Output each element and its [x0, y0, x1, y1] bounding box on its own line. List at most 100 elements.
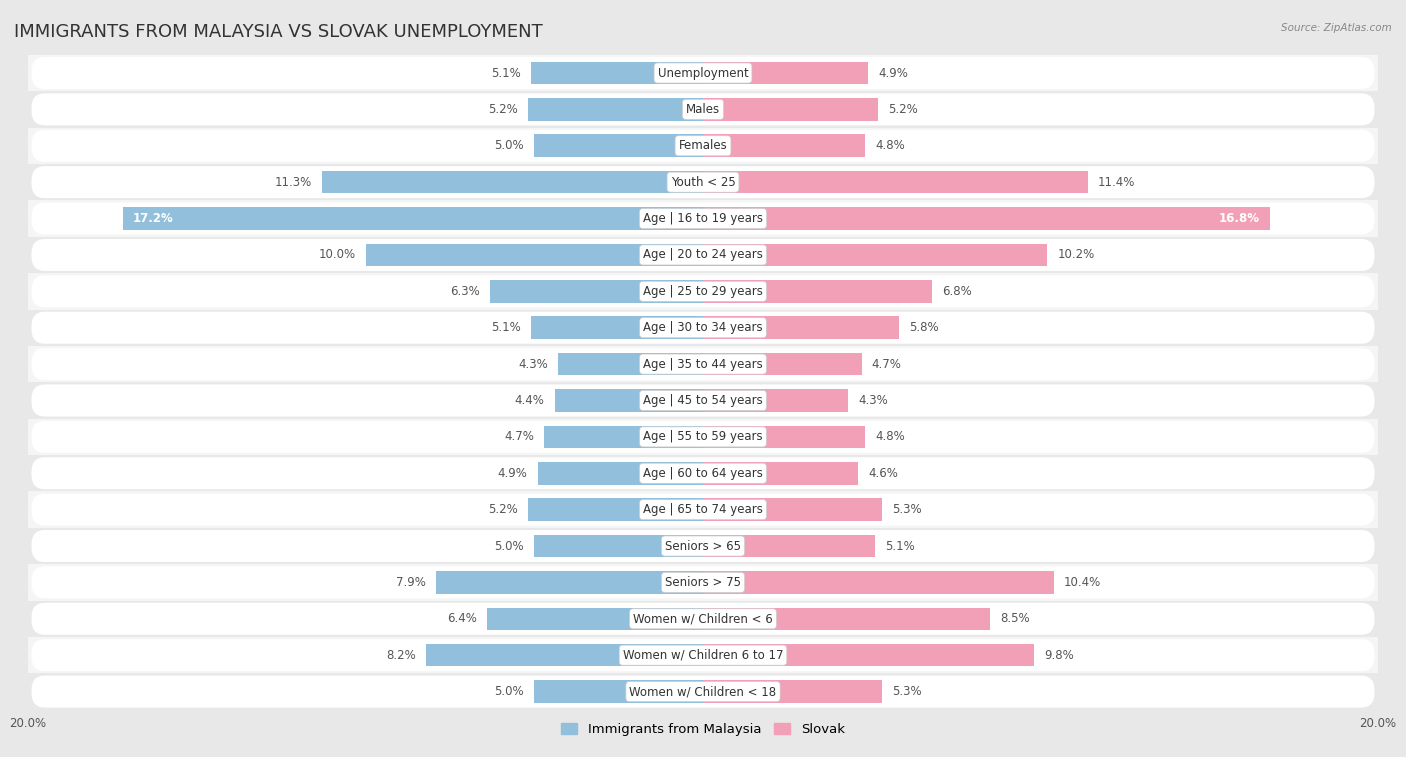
- FancyBboxPatch shape: [31, 166, 1375, 198]
- Text: 4.3%: 4.3%: [517, 357, 548, 371]
- Text: 4.4%: 4.4%: [515, 394, 544, 407]
- Text: 5.0%: 5.0%: [495, 139, 524, 152]
- Text: Women w/ Children < 18: Women w/ Children < 18: [630, 685, 776, 698]
- Bar: [703, 171, 1088, 194]
- Bar: [28, 201, 1378, 237]
- Bar: [703, 462, 858, 484]
- Text: Females: Females: [679, 139, 727, 152]
- Text: Age | 60 to 64 years: Age | 60 to 64 years: [643, 467, 763, 480]
- Text: Seniors > 65: Seniors > 65: [665, 540, 741, 553]
- Bar: [703, 498, 882, 521]
- Text: Males: Males: [686, 103, 720, 116]
- Text: Women w/ Children < 6: Women w/ Children < 6: [633, 612, 773, 625]
- Bar: [703, 207, 1270, 230]
- Text: Age | 30 to 34 years: Age | 30 to 34 years: [643, 321, 763, 334]
- Bar: [558, 353, 703, 375]
- Text: 8.5%: 8.5%: [1000, 612, 1029, 625]
- Text: 11.3%: 11.3%: [274, 176, 312, 188]
- Text: Age | 35 to 44 years: Age | 35 to 44 years: [643, 357, 763, 371]
- FancyBboxPatch shape: [31, 276, 1375, 307]
- Text: 4.7%: 4.7%: [505, 431, 534, 444]
- Text: 4.8%: 4.8%: [875, 431, 905, 444]
- Bar: [28, 491, 1378, 528]
- Text: 5.0%: 5.0%: [495, 685, 524, 698]
- Bar: [28, 91, 1378, 128]
- FancyBboxPatch shape: [31, 603, 1375, 635]
- Text: 5.1%: 5.1%: [491, 321, 520, 334]
- Bar: [703, 244, 1047, 266]
- Bar: [436, 571, 703, 593]
- Text: 4.9%: 4.9%: [498, 467, 527, 480]
- Text: 4.8%: 4.8%: [875, 139, 905, 152]
- Text: 5.3%: 5.3%: [891, 503, 921, 516]
- Text: 6.8%: 6.8%: [942, 285, 973, 298]
- Bar: [28, 310, 1378, 346]
- Text: Age | 25 to 29 years: Age | 25 to 29 years: [643, 285, 763, 298]
- Text: Women w/ Children 6 to 17: Women w/ Children 6 to 17: [623, 649, 783, 662]
- Bar: [28, 164, 1378, 201]
- Bar: [28, 528, 1378, 564]
- Bar: [28, 382, 1378, 419]
- Text: Age | 45 to 54 years: Age | 45 to 54 years: [643, 394, 763, 407]
- FancyBboxPatch shape: [31, 239, 1375, 271]
- Text: 11.4%: 11.4%: [1098, 176, 1135, 188]
- FancyBboxPatch shape: [31, 530, 1375, 562]
- Text: 5.2%: 5.2%: [889, 103, 918, 116]
- Text: 5.0%: 5.0%: [495, 540, 524, 553]
- Bar: [28, 346, 1378, 382]
- FancyBboxPatch shape: [31, 421, 1375, 453]
- FancyBboxPatch shape: [31, 385, 1375, 416]
- Text: 4.9%: 4.9%: [879, 67, 908, 79]
- Bar: [28, 600, 1378, 637]
- Text: Source: ZipAtlas.com: Source: ZipAtlas.com: [1281, 23, 1392, 33]
- Bar: [703, 644, 1033, 666]
- Text: 8.2%: 8.2%: [387, 649, 416, 662]
- FancyBboxPatch shape: [31, 203, 1375, 235]
- Bar: [527, 98, 703, 120]
- Text: Age | 16 to 19 years: Age | 16 to 19 years: [643, 212, 763, 225]
- Text: Age | 20 to 24 years: Age | 20 to 24 years: [643, 248, 763, 261]
- Bar: [554, 389, 703, 412]
- Text: 10.2%: 10.2%: [1057, 248, 1094, 261]
- Bar: [28, 55, 1378, 91]
- Text: 16.8%: 16.8%: [1219, 212, 1260, 225]
- Text: 7.9%: 7.9%: [396, 576, 426, 589]
- Bar: [28, 237, 1378, 273]
- Bar: [703, 316, 898, 339]
- Text: Age | 65 to 74 years: Age | 65 to 74 years: [643, 503, 763, 516]
- Text: 6.3%: 6.3%: [450, 285, 481, 298]
- FancyBboxPatch shape: [31, 129, 1375, 162]
- Text: 5.1%: 5.1%: [491, 67, 520, 79]
- FancyBboxPatch shape: [31, 348, 1375, 380]
- Text: 17.2%: 17.2%: [132, 212, 173, 225]
- Text: 10.4%: 10.4%: [1064, 576, 1101, 589]
- Bar: [703, 98, 879, 120]
- Bar: [703, 681, 882, 702]
- Text: 4.3%: 4.3%: [858, 394, 889, 407]
- Text: Age | 55 to 59 years: Age | 55 to 59 years: [643, 431, 763, 444]
- Bar: [28, 564, 1378, 600]
- Bar: [28, 674, 1378, 710]
- Text: 9.8%: 9.8%: [1043, 649, 1074, 662]
- Text: 5.2%: 5.2%: [488, 503, 517, 516]
- Bar: [486, 608, 703, 630]
- Bar: [703, 425, 865, 448]
- Bar: [703, 608, 990, 630]
- Legend: Immigrants from Malaysia, Slovak: Immigrants from Malaysia, Slovak: [555, 717, 851, 741]
- Bar: [531, 316, 703, 339]
- Bar: [28, 128, 1378, 164]
- FancyBboxPatch shape: [31, 312, 1375, 344]
- Bar: [426, 644, 703, 666]
- Bar: [703, 389, 848, 412]
- Bar: [544, 425, 703, 448]
- Bar: [537, 462, 703, 484]
- FancyBboxPatch shape: [31, 639, 1375, 671]
- Bar: [703, 62, 869, 84]
- FancyBboxPatch shape: [31, 675, 1375, 708]
- Text: 10.0%: 10.0%: [318, 248, 356, 261]
- Bar: [703, 280, 932, 303]
- Bar: [531, 62, 703, 84]
- FancyBboxPatch shape: [31, 494, 1375, 525]
- Bar: [491, 280, 703, 303]
- Text: Seniors > 75: Seniors > 75: [665, 576, 741, 589]
